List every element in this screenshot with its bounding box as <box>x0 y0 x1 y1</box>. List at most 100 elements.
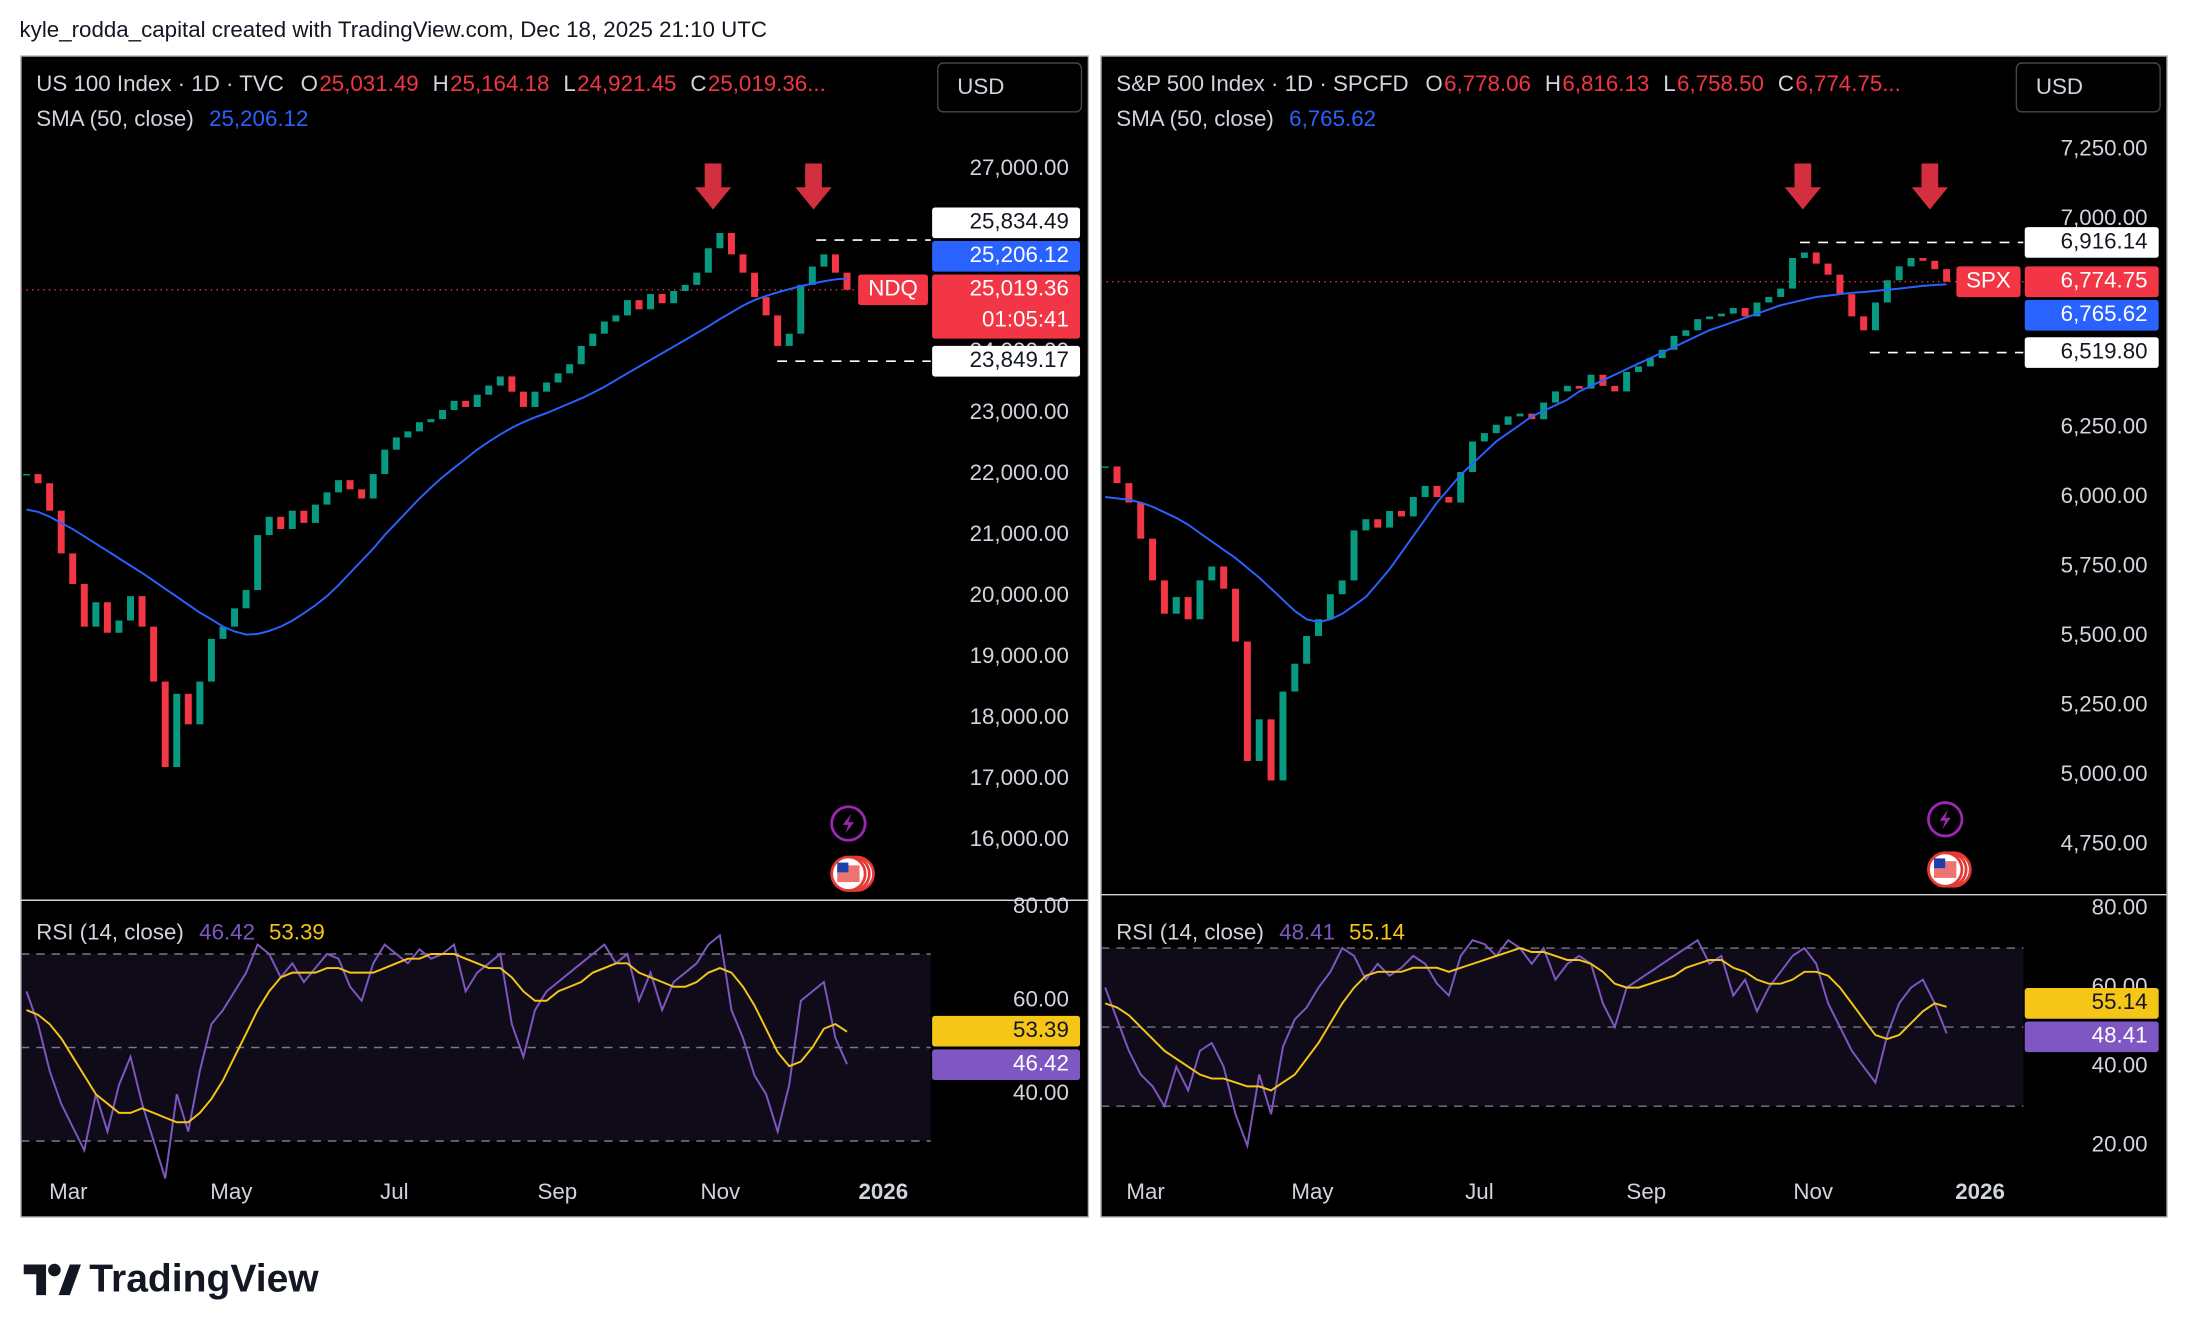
currency-button[interactable] <box>2015 62 2161 113</box>
y-tick-label: 5,500.00 <box>2061 622 2148 647</box>
candle <box>635 300 643 310</box>
x-tick-label: 2026 <box>858 1179 908 1204</box>
ohlc-key: L <box>1663 71 1675 96</box>
candle <box>69 553 77 584</box>
x-tick-label: May <box>210 1179 253 1204</box>
candle <box>34 474 42 484</box>
candle <box>115 620 123 633</box>
candle <box>1208 566 1216 581</box>
rsi-axis-label-text: 46.42 <box>1013 1051 1069 1076</box>
candle <box>589 333 597 346</box>
candle <box>80 583 88 627</box>
rsi-tick-label: 80.00 <box>1013 893 1069 918</box>
candle <box>1267 719 1275 781</box>
ohlc-value: 25,031.49 <box>319 71 418 96</box>
rsi-ma-axis-label-text: 53.39 <box>1013 1017 1069 1042</box>
rsi-legend-value: 48.41 <box>1279 920 1335 945</box>
y-tick-label: 16,000.00 <box>970 826 1069 851</box>
candle <box>1350 530 1358 581</box>
candle <box>427 419 435 423</box>
arrow-annotation <box>795 163 832 210</box>
candle <box>1445 497 1453 503</box>
candle <box>1634 366 1642 372</box>
candle <box>1552 391 1559 403</box>
events-icon <box>830 805 867 842</box>
candle <box>1433 485 1441 498</box>
candle <box>519 391 527 407</box>
candle <box>508 376 516 392</box>
rsi-ma-legend-value: 55.14 <box>1349 920 1405 945</box>
candle <box>774 315 782 346</box>
candle <box>1362 519 1370 531</box>
candle <box>1883 280 1891 303</box>
candle <box>439 409 447 420</box>
arrow-annotation <box>1911 163 1948 210</box>
candle <box>1848 294 1856 317</box>
ohlc-value: 6,774.75... <box>1795 71 1900 96</box>
candle <box>1409 497 1417 517</box>
brand: TradingView <box>89 1258 319 1301</box>
candle <box>1469 441 1477 473</box>
candle <box>797 284 805 334</box>
candle <box>1658 349 1666 359</box>
candle <box>1871 302 1879 331</box>
candle <box>1457 472 1465 503</box>
candle <box>369 474 377 499</box>
candle <box>1160 580 1168 614</box>
ohlc-key: L <box>563 71 575 96</box>
candle <box>1895 266 1903 281</box>
candle <box>23 474 31 476</box>
sma-legend-value: 25,206.12 <box>209 106 308 131</box>
rsi-axis-label <box>2024 1021 2159 1053</box>
y-tick-label: 19,000.00 <box>970 643 1069 668</box>
candle <box>173 693 181 768</box>
x-tick-label: Nov <box>700 1179 741 1204</box>
candle <box>1172 597 1180 614</box>
rsi-line <box>1104 938 1948 1150</box>
currency-label: USD <box>2036 74 2083 99</box>
candle <box>577 345 585 365</box>
candle <box>831 254 839 273</box>
candle <box>1943 269 1951 282</box>
candle <box>531 391 539 407</box>
last-axis-label-text: 25,019.36 <box>970 276 1069 301</box>
candle <box>1125 483 1133 503</box>
sma-axis-label <box>2024 299 2159 331</box>
candle <box>473 394 481 407</box>
candle <box>1480 433 1488 442</box>
candle <box>496 376 504 386</box>
arrow-annotation <box>1784 163 1822 210</box>
level-axis-label-text: 6,519.80 <box>2061 338 2148 363</box>
candle <box>335 480 343 493</box>
x-tick-label: 2026 <box>1955 1179 2005 1204</box>
candle <box>46 483 54 511</box>
brand-logo <box>23 1263 81 1296</box>
candle <box>1303 635 1311 664</box>
candle <box>346 480 354 490</box>
candle <box>843 272 851 290</box>
candle <box>219 626 227 639</box>
ohlc-key: H <box>1545 71 1561 96</box>
arrow-annotation <box>694 163 732 210</box>
legend-title: S&P 500 Index · 1D · SPCFD <box>1116 71 1408 96</box>
currency-button[interactable] <box>937 62 1083 113</box>
candle <box>1729 308 1737 314</box>
candle <box>404 431 412 438</box>
x-tick-label: Sep <box>1626 1179 1666 1204</box>
candle <box>1137 502 1145 539</box>
level-axis-label-text: 23,849.17 <box>970 347 1069 372</box>
last-axis-label-text: 01:05:41 <box>982 306 1069 331</box>
sma-axis-label-text: 25,206.12 <box>970 242 1069 267</box>
rsi-tick-label: 60.00 <box>1013 987 1069 1012</box>
candle <box>288 510 296 530</box>
candle <box>693 272 701 285</box>
ohlc-key: C <box>1778 71 1794 96</box>
candle <box>1314 619 1322 636</box>
logo-slash <box>58 1264 81 1296</box>
y-tick-label: 18,000.00 <box>970 704 1069 729</box>
ohlc-value: 24,921.45 <box>577 71 676 96</box>
candle <box>311 504 319 523</box>
level-axis-label <box>2024 227 2159 258</box>
candle <box>1623 371 1631 392</box>
y-tick-label: 23,000.00 <box>970 399 1069 424</box>
